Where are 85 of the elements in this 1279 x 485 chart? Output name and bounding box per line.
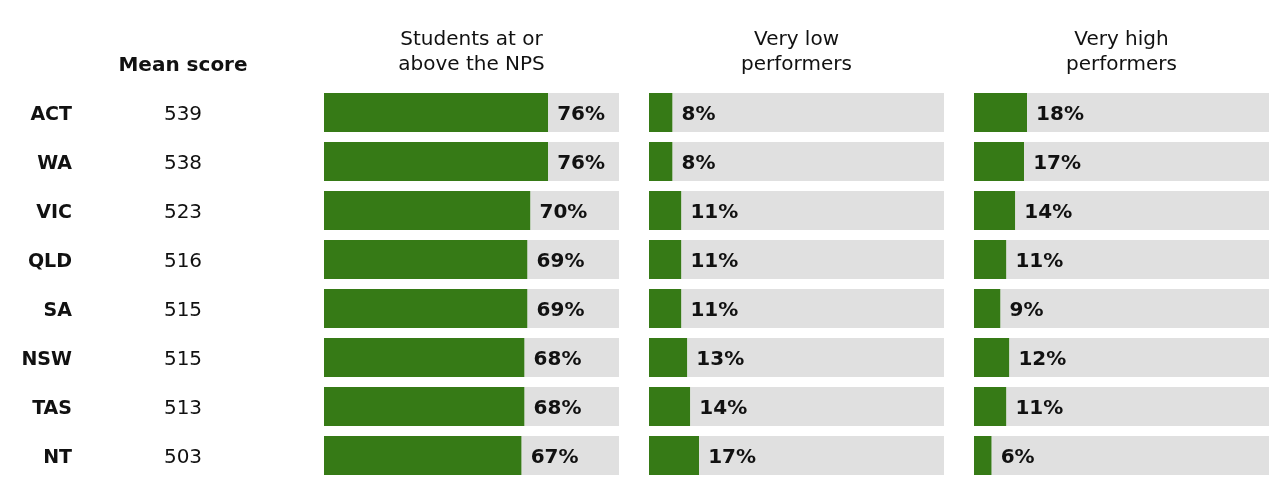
category-label: NSW <box>20 345 72 371</box>
bar <box>974 191 1016 230</box>
data-label: 11% <box>1015 247 1064 272</box>
data-label: 515 <box>162 344 204 372</box>
bar <box>699 436 944 475</box>
data-label: 69% <box>536 247 585 272</box>
bar <box>649 436 700 475</box>
category-label: VIC <box>35 198 72 224</box>
bar <box>681 191 944 230</box>
data-label: 11% <box>690 247 739 272</box>
data-label: 503 <box>162 442 204 470</box>
bar <box>521 436 619 475</box>
bar <box>649 387 691 426</box>
chart-title: Very high performers <box>1065 26 1178 77</box>
data-label: 11% <box>690 198 739 223</box>
bar <box>649 338 688 377</box>
bar <box>324 436 522 475</box>
bar <box>324 338 525 377</box>
bar <box>672 142 944 181</box>
data-label: 67% <box>530 443 579 468</box>
bar <box>974 338 1010 377</box>
bar <box>974 436 992 475</box>
category-label: TAS <box>31 394 72 420</box>
data-label: 17% <box>708 443 757 468</box>
data-label: 539 <box>162 99 204 127</box>
bar <box>690 387 944 426</box>
data-label: 76% <box>557 149 606 174</box>
data-label: 68% <box>533 345 582 370</box>
data-label: 17% <box>1033 149 1082 174</box>
bar <box>324 93 549 132</box>
data-label: 538 <box>162 148 204 176</box>
bar <box>649 142 673 181</box>
data-label: 11% <box>1015 394 1064 419</box>
data-label: 69% <box>536 296 585 321</box>
data-label: 516 <box>162 246 204 274</box>
bar <box>1024 142 1269 181</box>
bar <box>1027 93 1269 132</box>
bar <box>1015 191 1269 230</box>
data-label: 8% <box>681 149 716 174</box>
bar <box>681 289 944 328</box>
bar <box>649 240 682 279</box>
category-label: NT <box>42 443 72 469</box>
data-label: 18% <box>1036 100 1084 125</box>
bar <box>991 436 1269 475</box>
data-label: 523 <box>162 197 204 225</box>
bar <box>974 289 1001 328</box>
text: Mean score <box>118 52 248 78</box>
category-label: QLD <box>26 247 72 273</box>
bar <box>681 240 944 279</box>
data-label: 515 <box>162 295 204 323</box>
data-label: 14% <box>699 394 748 419</box>
bar <box>672 93 944 132</box>
data-label: 12% <box>1018 345 1067 370</box>
bar <box>974 387 1007 426</box>
data-label: 11% <box>690 296 739 321</box>
bar <box>1000 289 1269 328</box>
data-label: 70% <box>539 198 588 223</box>
category-label: WA <box>36 149 72 175</box>
chart-title: Very low performers <box>740 26 853 77</box>
bar <box>649 289 682 328</box>
data-label: 513 <box>162 393 204 421</box>
bar <box>1009 338 1269 377</box>
bar <box>649 93 673 132</box>
data-label: 68% <box>533 394 582 419</box>
bar <box>974 142 1025 181</box>
bar <box>1006 240 1269 279</box>
data-label: 6% <box>1000 443 1035 468</box>
bar <box>649 191 682 230</box>
category-label: SA <box>42 296 72 322</box>
chart-title: Students at or above the NPS <box>397 26 546 77</box>
bar <box>1006 387 1269 426</box>
data-label: 8% <box>681 100 716 125</box>
bar <box>974 240 1007 279</box>
bar <box>687 338 944 377</box>
data-label: 13% <box>696 345 745 370</box>
data-label: 14% <box>1024 198 1073 223</box>
bar <box>324 387 525 426</box>
bar <box>324 142 549 181</box>
category-label: ACT <box>29 100 72 126</box>
bar <box>974 93 1028 132</box>
bar <box>324 240 528 279</box>
data-label: 76% <box>557 100 606 125</box>
bar <box>324 289 528 328</box>
bar <box>324 191 531 230</box>
data-label: 9% <box>1009 296 1044 321</box>
